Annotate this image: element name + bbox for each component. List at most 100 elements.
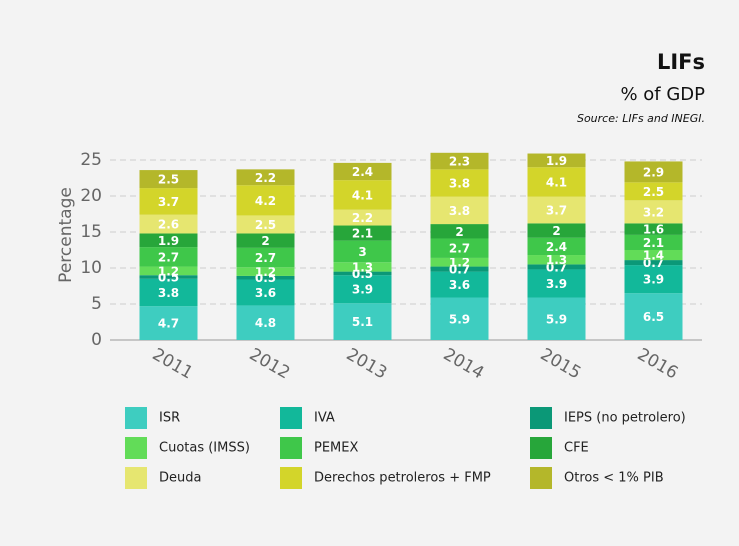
legend-label: Deuda: [159, 471, 201, 486]
legend-swatch: [530, 407, 552, 429]
data-label: 2.6: [158, 218, 179, 232]
bar-segment: [624, 182, 683, 201]
bar-segment: [527, 255, 586, 265]
bar-segment: [430, 238, 489, 258]
data-label: 1.3: [546, 253, 567, 267]
bar-segment: [430, 152, 489, 170]
data-label: 1.9: [158, 234, 179, 248]
bar-segment: [333, 225, 392, 241]
data-label: 1.2: [158, 264, 179, 278]
data-label: 2.7: [449, 242, 470, 256]
data-label: 2.7: [158, 250, 179, 264]
data-label: 1.3: [352, 260, 373, 274]
bar-segment: [139, 275, 198, 279]
bar-segment: [527, 196, 586, 224]
bar-segment: [139, 266, 198, 276]
data-label: 3.9: [352, 283, 373, 297]
legend-label: Derechos petroleros + FMP: [314, 471, 491, 486]
x-tick-label: 2016: [634, 345, 681, 384]
data-label: 3.9: [546, 277, 567, 291]
x-tick-label: 2013: [343, 345, 390, 384]
legend-swatch: [530, 467, 552, 489]
bar-segment: [236, 279, 295, 306]
bar-segment: [624, 293, 683, 340]
data-label: 3.8: [449, 204, 470, 218]
legend-label: IVA: [314, 411, 335, 426]
legend-swatch: [530, 437, 552, 459]
bar-segment: [236, 275, 295, 280]
data-label: 4.1: [352, 188, 373, 202]
data-label: 5.9: [449, 312, 470, 326]
legend-swatch: [280, 407, 302, 429]
data-label: 2: [552, 224, 560, 238]
data-label: 1.4: [643, 249, 664, 263]
data-label: 3.6: [255, 286, 276, 300]
legend-label: Otros < 1% PIB: [564, 471, 664, 486]
bar-segment: [139, 214, 198, 234]
bar-segment: [333, 180, 392, 210]
bar-segment: [236, 233, 295, 248]
data-label: 5.9: [546, 312, 567, 326]
bar-segment: [430, 271, 489, 298]
bar-segment: [624, 234, 683, 250]
data-label: 2: [261, 234, 269, 248]
data-label: 1.9: [546, 154, 567, 168]
bar-segment: [430, 196, 489, 225]
data-label: 2: [455, 225, 463, 239]
y-tick-label: 0: [91, 330, 102, 350]
data-label: 4.1: [546, 175, 567, 189]
data-label: 4.7: [158, 317, 179, 331]
bar-segment: [624, 250, 683, 261]
bar-segment: [139, 170, 198, 189]
bar-segment: [624, 223, 683, 235]
source: Source: LIFs and INEGI.: [577, 112, 705, 125]
x-tick-label: 2011: [149, 345, 196, 384]
bar-segment: [139, 247, 198, 267]
bar-segment: [333, 275, 392, 304]
data-label: 3.2: [643, 205, 664, 219]
data-label: 3.8: [449, 177, 470, 191]
bar-segment: [236, 305, 295, 340]
bar-segment: [527, 167, 586, 197]
bar-segment: [236, 169, 295, 186]
y-tick-label: 15: [80, 222, 102, 242]
y-tick-label: 5: [91, 294, 102, 314]
y-tick-label: 20: [80, 186, 102, 206]
data-label: 1.6: [643, 223, 664, 237]
data-label: 2.2: [352, 211, 373, 225]
bar-segment: [333, 209, 392, 226]
bar-segment: [527, 269, 586, 298]
bar-segment: [236, 185, 295, 216]
data-label: 2.1: [643, 236, 664, 250]
y-axis-label: Percentage: [56, 187, 76, 283]
bar-segment: [527, 237, 586, 256]
data-label: 3.6: [449, 278, 470, 292]
bar-segment: [527, 297, 586, 340]
bar-segment: [624, 265, 683, 294]
legend-swatch: [125, 437, 147, 459]
data-label: 3.8: [158, 286, 179, 300]
bar-segment: [139, 278, 198, 307]
legend-label: PEMEX: [314, 441, 358, 456]
data-label: 2.4: [546, 240, 567, 254]
data-label: 1.2: [255, 265, 276, 279]
y-tick-label: 10: [80, 258, 102, 278]
bar-segment: [139, 188, 198, 215]
data-label: 2.4: [352, 165, 373, 179]
y-tick-label: 25: [80, 150, 102, 170]
data-label: 3.7: [158, 195, 179, 209]
data-label: 2.1: [352, 227, 373, 241]
legend-swatch: [280, 467, 302, 489]
bar-segment: [624, 260, 683, 266]
bar-segment: [430, 169, 489, 197]
data-label: 3: [358, 245, 366, 259]
bar-segment: [527, 264, 586, 270]
bar-segment: [333, 303, 392, 340]
legend-label: Cuotas (IMSS): [159, 441, 250, 456]
data-label: 6.5: [643, 310, 664, 324]
bar-segment: [527, 153, 586, 168]
bar-segment: [333, 262, 392, 272]
chart-subtitle: % of GDP: [620, 84, 705, 105]
bar-segment: [333, 271, 392, 276]
